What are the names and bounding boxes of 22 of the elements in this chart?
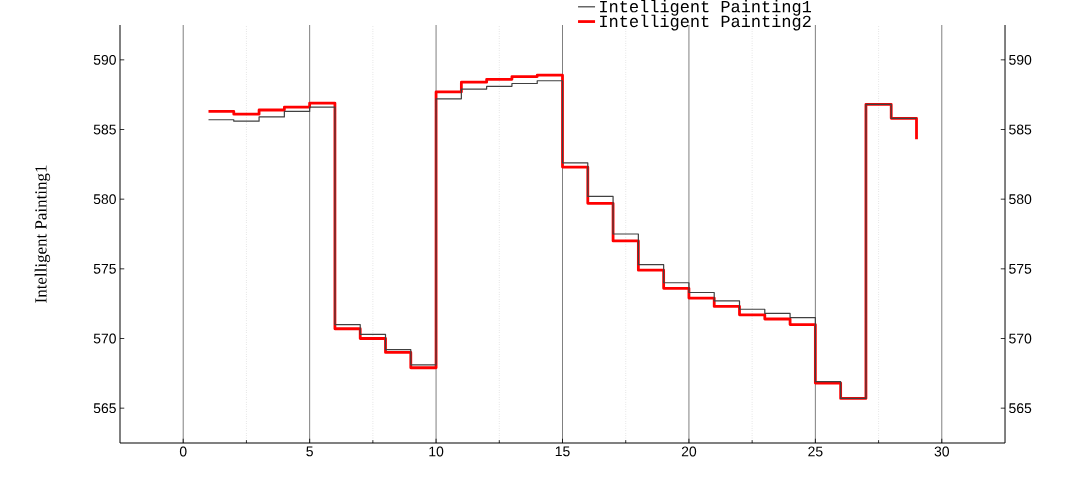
legend-label: Intelligent Painting2 [600,14,811,31]
y-tick-label: 580 [93,194,116,205]
y2-tick-label: 565 [1009,403,1032,414]
legend-label: Intelligent Painting1 [600,0,812,16]
y2-tick-label: 590 [1009,54,1032,65]
y2-tick-label: 585 [1009,124,1032,135]
y-tick-label: 570 [93,333,116,344]
x-tick-label: 0 [179,446,187,457]
y2-tick-label: 570 [1009,333,1032,344]
y-axis-title: Intelligent Painting1 [34,165,51,303]
y-tick-label: 585 [93,124,116,135]
y2-tick-label: 575 [1009,263,1032,274]
x-tick-label: 25 [808,446,823,457]
x-tick-label: 20 [681,446,697,457]
y2-tick-label: 580 [1009,194,1032,205]
y-tick-label: 590 [93,54,116,65]
y-tick-label: 575 [93,263,116,274]
y-tick-label: 565 [93,403,116,414]
x-tick-label: 30 [934,446,950,457]
x-tick-label: 5 [306,446,313,457]
x-tick-label: 15 [555,446,570,457]
x-tick-label: 10 [429,446,444,457]
